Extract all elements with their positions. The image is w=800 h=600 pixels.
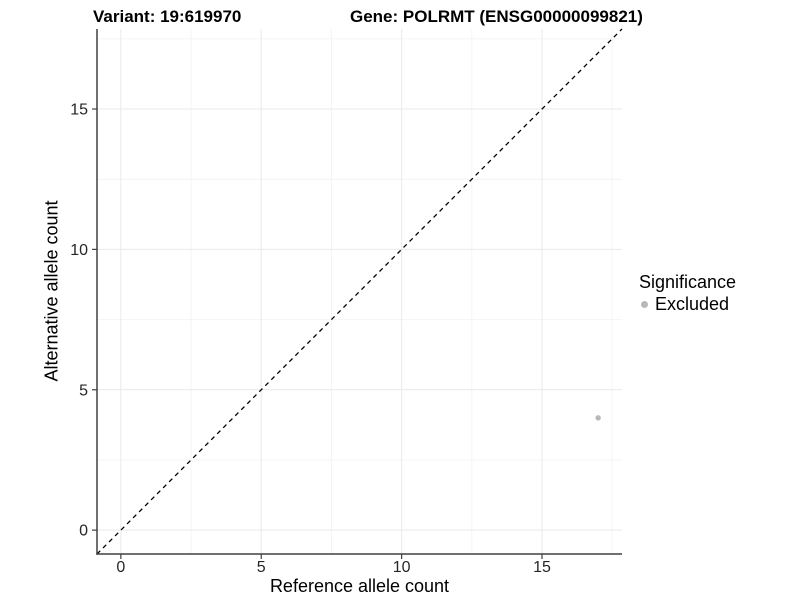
legend-entry-label: Excluded [655,294,730,314]
scatter-point [595,415,601,421]
y-tick-label: 15 [70,102,88,119]
minor-gridlines [97,29,622,554]
x-tick-label: 0 [116,559,125,576]
major-gridlines [97,29,622,554]
identity-line [96,28,623,555]
variant-title: Variant: 19:619970 [93,7,242,26]
axis-lines [96,29,622,555]
gene-title: Gene: POLRMT (ENSG00000099821) [350,7,643,26]
axis-tick-marks [92,108,543,559]
x-tick-label: 15 [533,559,551,576]
y-tick-label: 5 [79,382,88,399]
legend-point-icon [641,300,648,308]
legend-title: Significance [639,272,737,292]
data-points [595,415,601,421]
y-tick-label: 10 [70,242,88,259]
y-tick-label: 0 [79,523,88,540]
legend-entry-excluded: Excluded [639,293,736,315]
x-axis-title: Reference allele count [269,576,450,596]
x-tick-label: 10 [393,559,411,576]
x-tick-label: 5 [257,559,266,576]
axis-tick-labels: 0 5 10 15 0 5 10 15 [70,102,551,576]
identity-dashed-line [96,28,623,555]
legend: Significance Excluded [639,271,736,315]
y-axis-title: Alternative allele count [41,200,62,382]
